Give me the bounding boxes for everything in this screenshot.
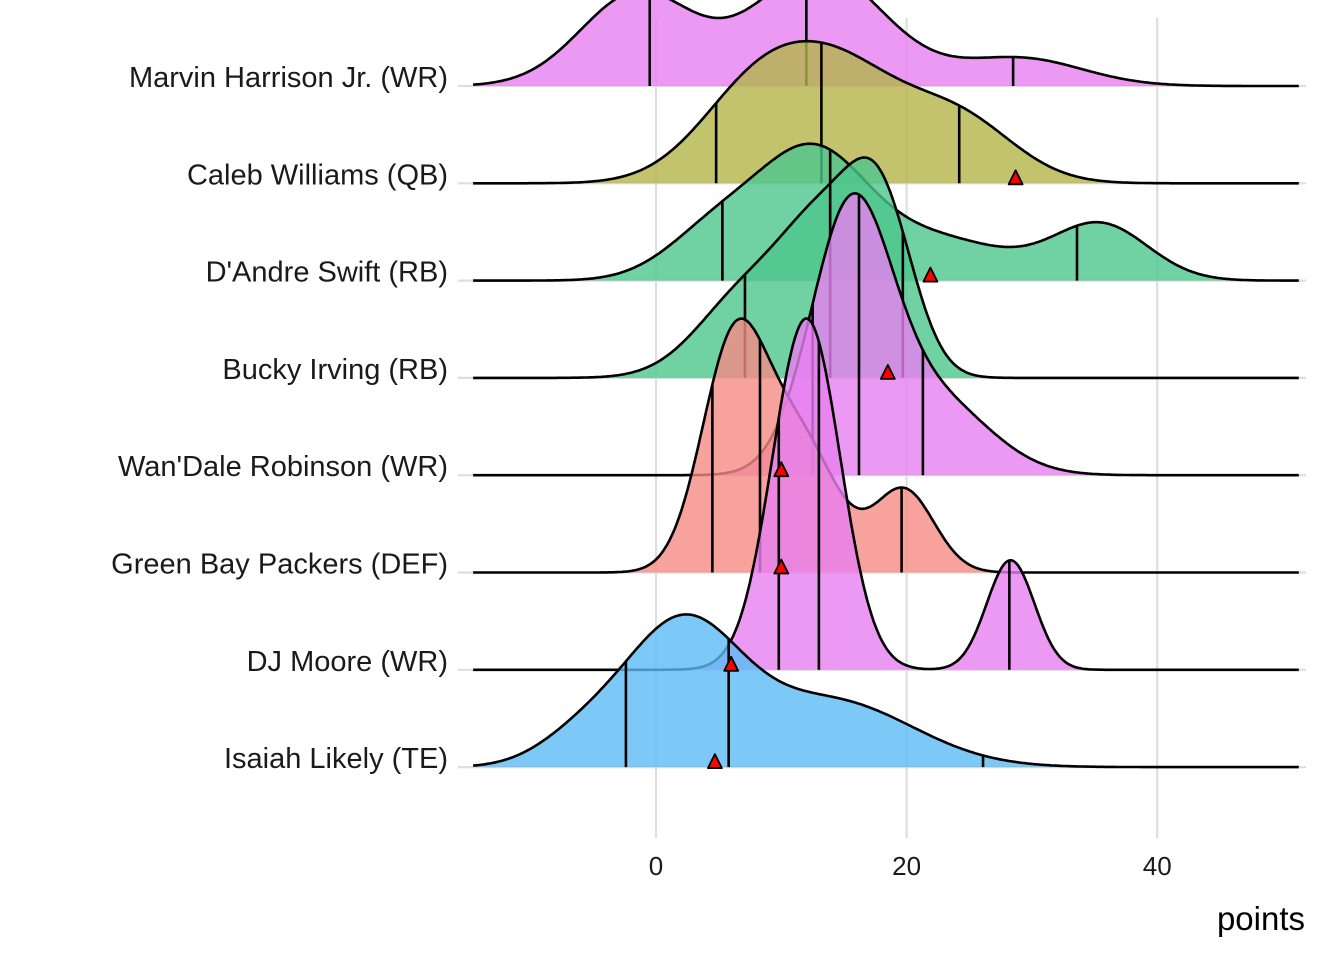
ridge-6 — [473, 317, 1299, 672]
y-axis-label: DJ Moore (WR) — [247, 646, 448, 678]
ridge-7 — [472, 613, 1299, 769]
ridge-outline — [473, 39, 1299, 185]
ridge-area — [473, 318, 1299, 573]
ridge-outline — [472, 0, 1299, 88]
x-tick-label: 40 — [1143, 851, 1172, 881]
ridge-outline — [473, 317, 1299, 672]
ridge-0 — [472, 0, 1299, 88]
actual-points-marker — [706, 753, 723, 769]
x-axis-title: points — [1217, 900, 1305, 937]
ridge-outline — [473, 156, 1299, 380]
y-axis-label: Caleb Williams (QB) — [187, 159, 448, 191]
ridge-area — [473, 193, 1299, 476]
actual-points-marker — [773, 461, 790, 478]
y-axis-label: D'Andre Swift (RB) — [206, 257, 448, 289]
ridge-outline — [473, 191, 1299, 477]
actual-points-marker — [773, 558, 790, 575]
ridge-area — [473, 41, 1299, 184]
y-axis-label: Wan'Dale Robinson (WR) — [118, 451, 448, 483]
y-axis-label: Bucky Irving (RB) — [222, 354, 448, 386]
actual-points-marker — [879, 364, 896, 380]
ridge-outline — [472, 613, 1299, 769]
actual-points-marker — [723, 655, 740, 672]
y-axis-label: Isaiah Likely (TE) — [224, 743, 448, 775]
actual-points-marker — [922, 266, 939, 283]
x-tick-label: 0 — [649, 851, 663, 881]
y-axis-labels: Marvin Harrison Jr. (WR) Caleb Williams (… — [111, 62, 448, 775]
ridge-area — [473, 614, 1299, 768]
x-tick-label: 20 — [892, 851, 921, 881]
ridge-area — [473, 0, 1299, 86]
marker-layer — [706, 169, 1024, 769]
y-axis-label: Marvin Harrison Jr. (WR) — [129, 62, 448, 94]
ridge-outline — [473, 317, 1299, 574]
y-axis-label: Green Bay Packers (DEF) — [111, 549, 448, 581]
ridge-layer — [472, 0, 1299, 769]
x-axis-ticks: 0 20 40 — [649, 851, 1172, 881]
actual-points-marker — [1007, 169, 1024, 186]
